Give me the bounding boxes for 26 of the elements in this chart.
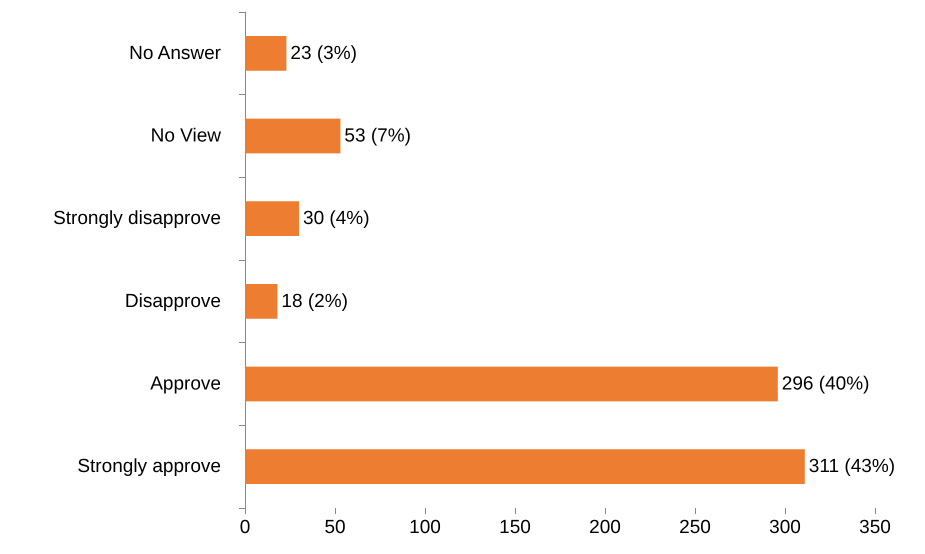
y-tick-label: No View (150, 126, 222, 146)
data-label: 23 (3%) (290, 42, 357, 64)
bar (245, 366, 778, 402)
x-tick-label: 300 (769, 517, 801, 538)
bar (245, 36, 286, 71)
bar (245, 284, 278, 319)
x-tick-label: 150 (499, 517, 531, 538)
x-tick-label: 0 (240, 517, 250, 538)
x-tick-label: 50 (324, 517, 346, 538)
x-tick-label: 350 (859, 517, 891, 538)
bar (245, 201, 299, 236)
data-label: 311 (43%) (808, 456, 896, 478)
y-tick-label: Strongly disapprove (53, 208, 221, 230)
bar (245, 449, 805, 484)
x-tick-label: 250 (679, 517, 711, 538)
y-tick-label: Strongly approve (77, 456, 221, 478)
x-tick-label: 200 (589, 517, 621, 538)
x-tick-label: 100 (409, 517, 441, 538)
data-label: 18 (2%) (281, 290, 348, 312)
data-label: 53 (7%) (344, 126, 411, 146)
y-tick-label: Approve (150, 374, 221, 394)
y-tick-label: Disapprove (124, 290, 221, 312)
data-label: 30 (4%) (303, 208, 370, 230)
data-label: 296 (40%) (782, 374, 870, 394)
bar (245, 118, 340, 154)
y-tick-label: No Answer (129, 42, 222, 64)
